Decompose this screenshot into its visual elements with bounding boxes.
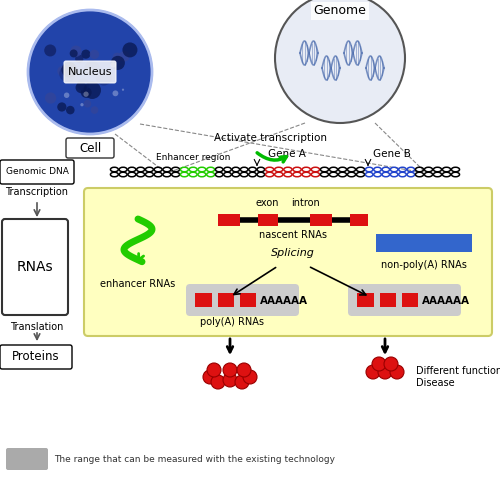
- Circle shape: [112, 53, 122, 62]
- Text: intron: intron: [290, 198, 320, 208]
- FancyBboxPatch shape: [186, 284, 299, 316]
- Circle shape: [75, 55, 84, 63]
- Circle shape: [58, 66, 68, 76]
- Circle shape: [66, 106, 74, 114]
- Circle shape: [80, 103, 84, 107]
- Circle shape: [90, 106, 98, 114]
- Circle shape: [90, 49, 99, 59]
- Circle shape: [378, 365, 392, 379]
- Circle shape: [384, 357, 398, 371]
- Circle shape: [122, 42, 138, 58]
- Circle shape: [45, 93, 56, 104]
- Circle shape: [119, 51, 130, 61]
- FancyBboxPatch shape: [84, 188, 492, 336]
- Circle shape: [80, 87, 92, 98]
- Text: nascent RNAs: nascent RNAs: [259, 230, 327, 240]
- Circle shape: [84, 60, 100, 76]
- Circle shape: [62, 62, 77, 78]
- Bar: [218, 214, 240, 226]
- FancyBboxPatch shape: [2, 219, 68, 315]
- FancyBboxPatch shape: [64, 61, 116, 83]
- Circle shape: [223, 373, 237, 387]
- FancyBboxPatch shape: [0, 345, 72, 369]
- Circle shape: [84, 82, 101, 99]
- Circle shape: [235, 375, 249, 389]
- FancyBboxPatch shape: [66, 138, 114, 158]
- Text: Different functions: Different functions: [416, 366, 500, 376]
- Text: Genome: Genome: [314, 4, 366, 17]
- Circle shape: [84, 100, 91, 108]
- Text: exon: exon: [256, 198, 279, 208]
- Circle shape: [57, 102, 66, 111]
- Bar: [310, 214, 332, 226]
- Text: Disease: Disease: [416, 378, 455, 388]
- Text: AAAAAA: AAAAAA: [422, 296, 470, 306]
- Bar: [240, 293, 256, 307]
- Text: Proteins: Proteins: [12, 350, 60, 363]
- FancyBboxPatch shape: [0, 160, 74, 184]
- Bar: [350, 214, 368, 226]
- Text: Cell: Cell: [79, 142, 101, 155]
- Text: poly(A) RNAs: poly(A) RNAs: [200, 317, 264, 327]
- Circle shape: [275, 0, 405, 123]
- Bar: [380, 293, 396, 307]
- Circle shape: [70, 49, 78, 58]
- Circle shape: [77, 78, 90, 91]
- Circle shape: [108, 72, 110, 74]
- Text: Gene A: Gene A: [268, 149, 306, 159]
- FancyBboxPatch shape: [348, 284, 461, 316]
- Text: Genomic DNA: Genomic DNA: [6, 168, 68, 177]
- Text: Translation: Translation: [10, 322, 64, 332]
- Circle shape: [84, 92, 88, 97]
- Text: non-poly(A) RNAs: non-poly(A) RNAs: [381, 260, 467, 270]
- Circle shape: [122, 89, 124, 91]
- Circle shape: [110, 62, 116, 68]
- Text: The range that can be measured with the existing technology: The range that can be measured with the …: [54, 456, 335, 465]
- Circle shape: [96, 69, 112, 85]
- Circle shape: [28, 10, 152, 134]
- Text: RNAs: RNAs: [16, 260, 54, 274]
- Circle shape: [203, 370, 217, 384]
- Circle shape: [76, 82, 87, 93]
- FancyBboxPatch shape: [6, 448, 48, 470]
- Circle shape: [211, 375, 225, 389]
- Circle shape: [110, 56, 125, 70]
- Circle shape: [88, 68, 92, 72]
- Circle shape: [223, 363, 237, 377]
- Bar: [218, 293, 234, 307]
- Bar: [258, 214, 278, 226]
- Bar: [195, 293, 212, 307]
- Text: Transcription: Transcription: [6, 187, 68, 197]
- Circle shape: [243, 370, 257, 384]
- Circle shape: [68, 74, 78, 84]
- Circle shape: [237, 363, 251, 377]
- Circle shape: [372, 357, 386, 371]
- Text: Splicing: Splicing: [271, 248, 315, 258]
- Circle shape: [390, 365, 404, 379]
- Text: AAAAAA: AAAAAA: [260, 296, 308, 306]
- Text: Gene B: Gene B: [373, 149, 411, 159]
- Text: Nucleus: Nucleus: [68, 67, 112, 77]
- Circle shape: [207, 363, 221, 377]
- Circle shape: [60, 66, 76, 82]
- Circle shape: [82, 49, 90, 59]
- Text: enhancer RNAs: enhancer RNAs: [100, 279, 176, 289]
- Circle shape: [64, 93, 70, 98]
- Text: Enhancer region: Enhancer region: [156, 153, 230, 162]
- Circle shape: [44, 45, 56, 57]
- Bar: [402, 293, 418, 307]
- Bar: [376, 234, 472, 252]
- Circle shape: [112, 90, 118, 96]
- Circle shape: [366, 365, 380, 379]
- Bar: [357, 293, 374, 307]
- Circle shape: [70, 46, 82, 57]
- Text: Activate transcription: Activate transcription: [214, 133, 326, 143]
